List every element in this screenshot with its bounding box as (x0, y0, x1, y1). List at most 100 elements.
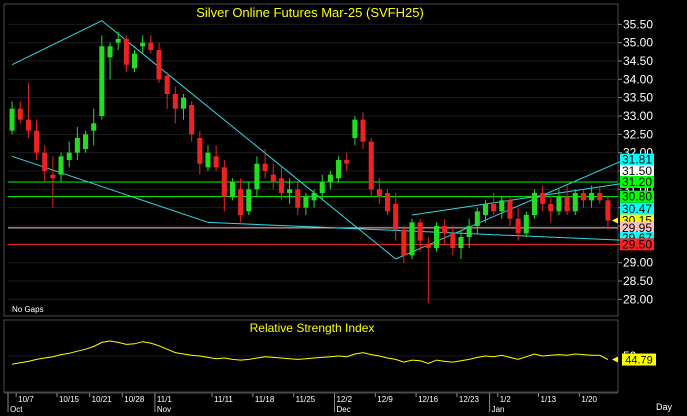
rsi-title: Relative Strength Index (250, 321, 375, 335)
last-price-marker (612, 217, 618, 224)
candle-body (303, 196, 309, 208)
candle-body (221, 167, 227, 197)
rsi-line (12, 340, 609, 365)
price-tag-label: 31.20 (622, 175, 652, 189)
candle-body (327, 174, 333, 182)
x-tick-label: 12/23 (459, 395, 480, 404)
price-tag-label: 30.80 (622, 190, 652, 204)
price-tick-label: 33.50 (623, 91, 653, 105)
candle-body (523, 215, 529, 234)
candle-body (368, 141, 374, 190)
candle-body (262, 163, 268, 171)
candle-body (425, 244, 431, 248)
x-tick-label: 11/25 (296, 395, 316, 404)
month-label: Dec (336, 405, 350, 414)
trend-line (11, 20, 103, 66)
candle-body (417, 222, 423, 241)
x-tick-label: 10/15 (59, 395, 80, 404)
candle-body (344, 160, 350, 164)
candle-body (572, 193, 578, 212)
price-tick-label: 28.50 (623, 274, 653, 288)
price-tick-label: 32.50 (623, 127, 653, 141)
candle-body (107, 46, 113, 58)
candle-body (352, 119, 358, 138)
price-tag-label: 31.50 (622, 164, 652, 178)
candle-body (83, 134, 89, 149)
candle-body (180, 97, 187, 109)
candle-body (34, 130, 40, 153)
candle-body (605, 200, 611, 221)
month-label: Oct (10, 405, 23, 414)
x-tick-label: 10/7 (18, 395, 34, 404)
candle-body (140, 42, 146, 47)
price-tag-label: 29.50 (622, 237, 652, 251)
candle-body (589, 193, 595, 201)
price-gridlines (8, 23, 618, 300)
candle-body (164, 75, 170, 94)
candle-body (482, 204, 489, 215)
x-tick-label: 11/11 (214, 395, 233, 404)
candle-body (540, 193, 546, 204)
x-tick-label: 12/16 (418, 395, 439, 404)
candle-body (393, 204, 399, 230)
candle-body (131, 53, 138, 69)
candle-body (507, 200, 513, 219)
candle-body (564, 196, 570, 212)
price-tick-label: 28.00 (623, 292, 653, 306)
candle-body (442, 226, 448, 234)
candle-body (360, 119, 366, 142)
x-unit-label: Day (656, 402, 673, 412)
price-tag-box (620, 153, 654, 166)
candle-body (213, 156, 219, 168)
candle-body (278, 178, 284, 193)
rsi-value-label: 44.79 (625, 355, 653, 367)
price-tag-box (620, 165, 654, 177)
candlesticks (9, 31, 611, 303)
price-tag-label: 29.95 (622, 221, 652, 235)
candle-body (189, 105, 195, 135)
price-tick-label: 34.00 (623, 72, 653, 86)
month-label: Nov (157, 405, 171, 414)
candle-body (319, 182, 325, 193)
x-tick-label: 11/1 (157, 395, 173, 404)
candle-body (376, 189, 382, 197)
price-tick-label: 29.00 (623, 256, 653, 270)
no-gaps-label: No Gaps (12, 305, 44, 314)
candle-body (17, 108, 23, 120)
candle-body (409, 222, 415, 256)
candle-body (74, 138, 80, 153)
chart-title: Silver Online Futures Mar-25 (SVFH25) (196, 5, 424, 20)
candle-body (42, 152, 48, 171)
candle-body (433, 226, 440, 248)
price-tick-label: 34.50 (623, 54, 653, 68)
trend-line (101, 20, 397, 260)
candle-body (25, 119, 31, 131)
price-tag-box (620, 238, 654, 251)
x-tick-label: 12/9 (377, 395, 393, 404)
candle-body (458, 237, 464, 248)
candle-body (499, 200, 505, 212)
candle-body (548, 204, 554, 212)
candle-body (531, 193, 537, 215)
candle-body (99, 46, 105, 117)
candle-body (474, 211, 480, 226)
candle-body (197, 138, 203, 164)
x-tick-label: 1/2 (500, 395, 512, 404)
candle-body (58, 156, 64, 175)
candle-body (385, 193, 391, 212)
candle-body (9, 108, 15, 131)
price-tags: 31.8131.5031.2030.8030.4730.1529.9529.67… (620, 153, 654, 251)
candle-body (295, 189, 301, 208)
rsi-value-tag (622, 353, 656, 366)
candle-body (91, 123, 97, 131)
price-panel (3, 3, 619, 317)
candle-body (491, 204, 497, 212)
candle-body (556, 196, 562, 212)
candle-body (270, 174, 276, 182)
rsi-last-marker (612, 356, 618, 363)
x-tick-label: 1/20 (581, 395, 597, 404)
candle-body (50, 174, 56, 179)
candle-body (246, 189, 252, 212)
candle-body (123, 39, 129, 65)
